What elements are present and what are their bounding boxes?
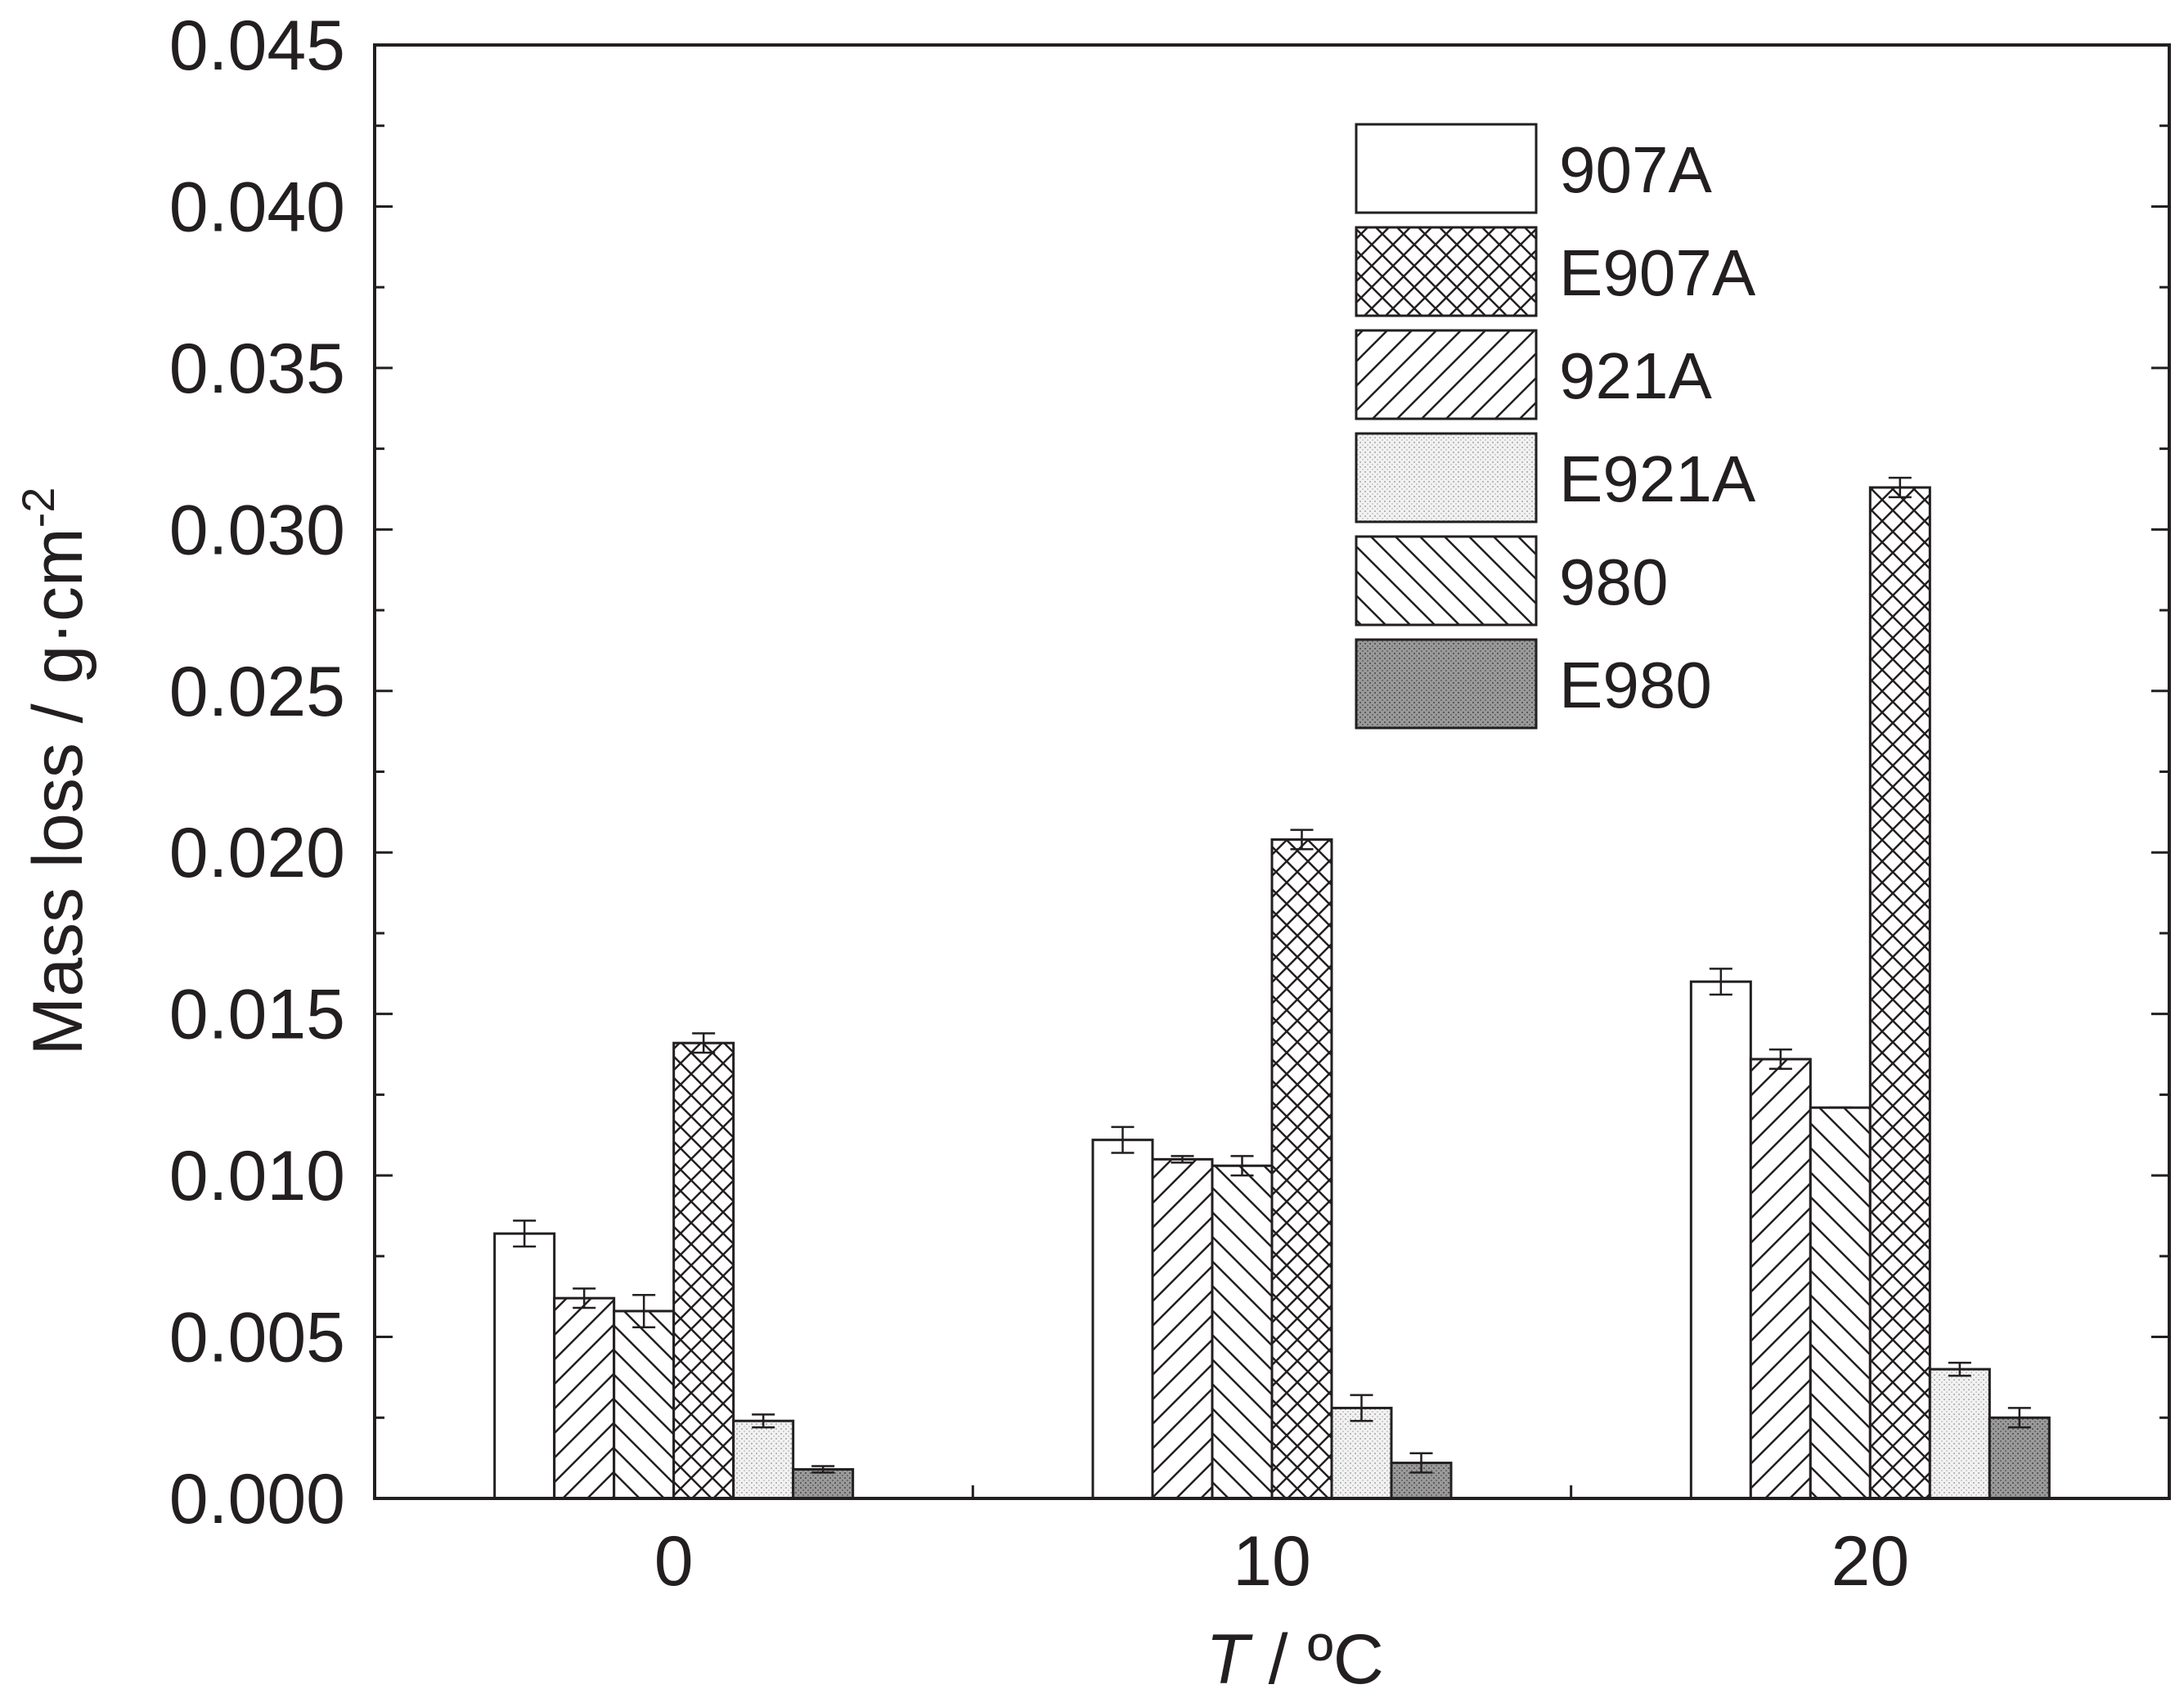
error-bars-layer xyxy=(513,476,2031,1474)
bar-907a-10 xyxy=(1091,1139,1154,1500)
y-axis-title-text: Mass loss / g·cm xyxy=(19,528,97,1055)
legend-item-e980: E980 xyxy=(1355,638,1712,730)
legend-item-921a: 921A xyxy=(1355,329,1712,420)
legend-swatch xyxy=(1355,329,1538,420)
legend-swatch xyxy=(1355,638,1538,730)
legend-label: E980 xyxy=(1559,649,1712,721)
bars-layer xyxy=(493,486,2051,1500)
bar-980-10 xyxy=(1211,1164,1274,1500)
error-bar-921a-0 xyxy=(573,1287,596,1309)
x-axis-title-unit: / ºC xyxy=(1249,1620,1384,1698)
x-axis-title-variable: T xyxy=(1206,1620,1253,1698)
error-bar-980-10 xyxy=(1230,1155,1254,1177)
bar-980-0 xyxy=(613,1309,676,1500)
y-tick-label: 0.035 xyxy=(169,330,345,408)
legend-swatch xyxy=(1355,226,1538,317)
error-bar-e921a-10 xyxy=(1350,1394,1373,1422)
bar-921a-20 xyxy=(1749,1058,1812,1500)
bar-921a-10 xyxy=(1151,1157,1214,1500)
legend-label: 980 xyxy=(1559,546,1668,618)
bar-e907a-0 xyxy=(672,1041,735,1500)
error-bar-921a-10 xyxy=(1171,1155,1194,1164)
error-bar-e921a-0 xyxy=(752,1413,775,1429)
error-bar-e907a-10 xyxy=(1290,829,1314,851)
error-bar-907a-20 xyxy=(1709,968,1732,996)
legend-label: E921A xyxy=(1559,442,1756,515)
error-bar-e907a-0 xyxy=(692,1032,716,1054)
legend-item-980: 980 xyxy=(1355,535,1668,627)
x-axis-title: T / ºC xyxy=(1206,1620,1384,1698)
error-bar-e921a-20 xyxy=(1948,1361,1971,1377)
bar-907a-20 xyxy=(1689,980,1752,1500)
y-tick-label: 0.000 xyxy=(169,1460,345,1539)
bar-980-20 xyxy=(1809,1106,1872,1500)
legend-label: 907A xyxy=(1559,133,1712,206)
error-bar-e907a-20 xyxy=(1888,476,1912,499)
bar-921a-0 xyxy=(553,1296,616,1500)
bar-907a-0 xyxy=(493,1232,556,1500)
x-tick-label: 20 xyxy=(1831,1522,1909,1601)
y-axis-title-superscript: -2 xyxy=(12,487,64,528)
y-tick-label: 0.015 xyxy=(169,976,345,1054)
bar-e921a-20 xyxy=(1928,1368,1991,1500)
legend-item-907a: 907A xyxy=(1355,123,1712,214)
bar-e980-20 xyxy=(1988,1416,2051,1500)
legend-item-e907a: E907A xyxy=(1355,226,1756,317)
error-bar-921a-20 xyxy=(1768,1048,1792,1071)
bar-e980-0 xyxy=(792,1467,855,1500)
bar-e907a-10 xyxy=(1270,838,1333,1500)
x-tick-label: 10 xyxy=(1233,1522,1311,1601)
x-tick-label: 0 xyxy=(654,1522,694,1601)
y-tick-label: 0.020 xyxy=(169,814,345,892)
error-bar-e980-10 xyxy=(1409,1452,1433,1474)
error-bar-907a-10 xyxy=(1111,1125,1135,1154)
legend-swatch xyxy=(1355,432,1538,523)
y-tick-label: 0.040 xyxy=(169,168,345,246)
y-tick-label: 0.010 xyxy=(169,1137,345,1215)
y-tick-label: 0.045 xyxy=(169,7,345,85)
y-tick-label: 0.025 xyxy=(169,653,345,731)
legend-item-e921a: E921A xyxy=(1355,432,1756,523)
y-axis: 0.000 0.005 0.010 0.015 0.020 0.025 0.030 0.035… xyxy=(169,7,2169,1539)
error-bar-e980-20 xyxy=(2007,1407,2031,1429)
y-tick-label: 0.005 xyxy=(169,1299,345,1377)
y-tick-label: 0.030 xyxy=(169,491,345,569)
legend-label: E907A xyxy=(1559,236,1756,309)
legend: 907A E907A 921A E921A 980 E980 xyxy=(1355,123,1756,730)
error-bar-980-0 xyxy=(632,1293,656,1328)
bar-e921a-10 xyxy=(1330,1406,1393,1500)
legend-swatch xyxy=(1355,535,1538,627)
legend-swatch xyxy=(1355,123,1538,214)
error-bar-907a-0 xyxy=(513,1220,537,1248)
x-axis: 0 10 20 xyxy=(654,1485,1909,1601)
legend-label: 921A xyxy=(1559,339,1712,412)
bar-e907a-20 xyxy=(1868,486,1931,1500)
y-axis-title: Mass loss / g·cm-2 xyxy=(12,487,97,1056)
bar-e921a-0 xyxy=(732,1419,795,1500)
error-bar-e980-0 xyxy=(811,1465,835,1474)
